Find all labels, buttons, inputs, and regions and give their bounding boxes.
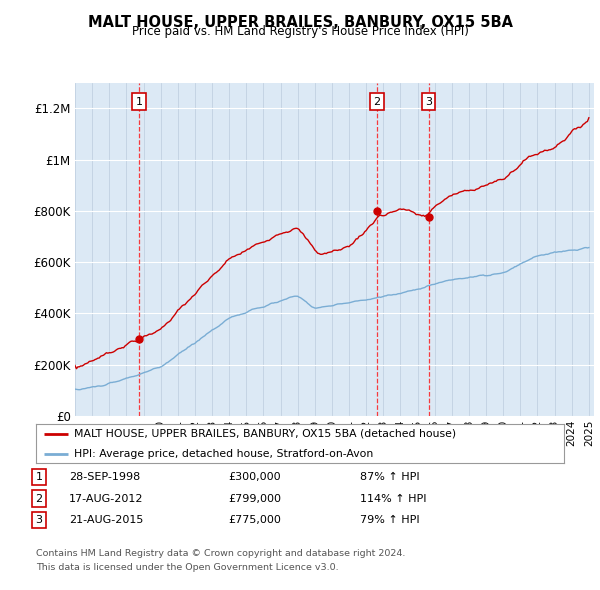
Text: 2: 2 (373, 97, 380, 107)
Text: This data is licensed under the Open Government Licence v3.0.: This data is licensed under the Open Gov… (36, 563, 338, 572)
Text: 3: 3 (425, 97, 432, 107)
Text: 1: 1 (136, 97, 143, 107)
Text: £799,000: £799,000 (228, 494, 281, 503)
Text: 17-AUG-2012: 17-AUG-2012 (69, 494, 143, 503)
Text: 3: 3 (35, 516, 43, 525)
Text: Contains HM Land Registry data © Crown copyright and database right 2024.: Contains HM Land Registry data © Crown c… (36, 549, 406, 558)
Text: 114% ↑ HPI: 114% ↑ HPI (360, 494, 427, 503)
Text: Price paid vs. HM Land Registry's House Price Index (HPI): Price paid vs. HM Land Registry's House … (131, 25, 469, 38)
Text: MALT HOUSE, UPPER BRAILES, BANBURY, OX15 5BA: MALT HOUSE, UPPER BRAILES, BANBURY, OX15… (88, 15, 512, 30)
Text: 1: 1 (35, 472, 43, 481)
Text: 2: 2 (35, 494, 43, 503)
Text: 28-SEP-1998: 28-SEP-1998 (69, 472, 140, 481)
Text: 21-AUG-2015: 21-AUG-2015 (69, 516, 143, 525)
Text: MALT HOUSE, UPPER BRAILES, BANBURY, OX15 5BA (detached house): MALT HOUSE, UPPER BRAILES, BANBURY, OX15… (74, 428, 456, 438)
Text: 79% ↑ HPI: 79% ↑ HPI (360, 516, 419, 525)
Text: 87% ↑ HPI: 87% ↑ HPI (360, 472, 419, 481)
Text: HPI: Average price, detached house, Stratford-on-Avon: HPI: Average price, detached house, Stra… (74, 450, 373, 460)
Text: £775,000: £775,000 (228, 516, 281, 525)
Text: £300,000: £300,000 (228, 472, 281, 481)
